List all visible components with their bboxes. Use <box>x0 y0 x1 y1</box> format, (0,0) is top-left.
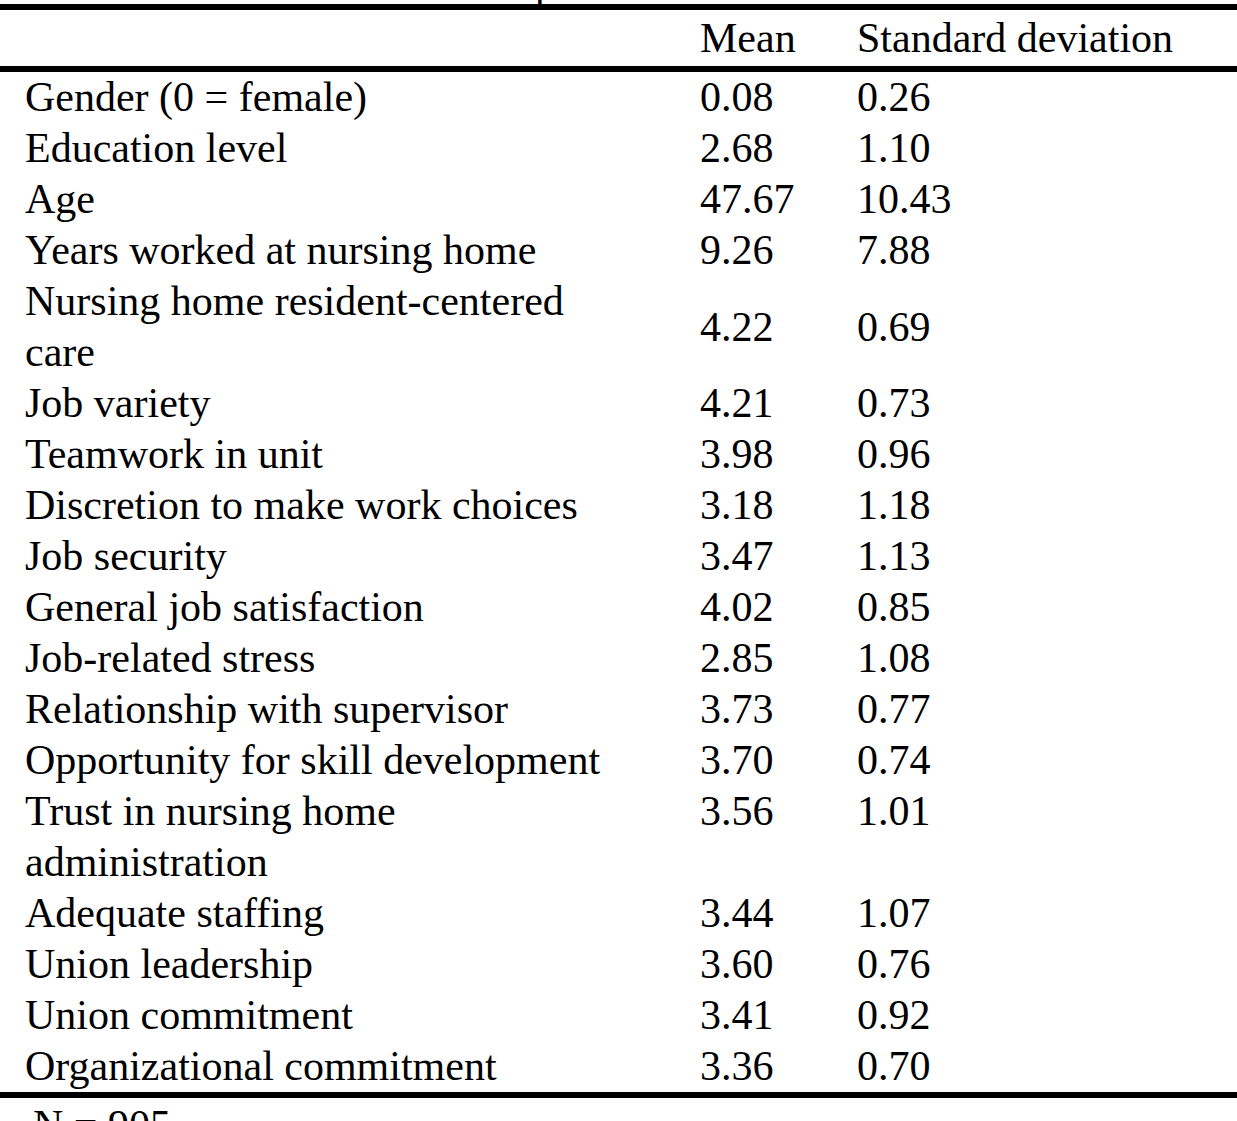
cell-variable-label: Adequate staffing <box>0 888 700 939</box>
descriptive-statistics-table: Mean Standard deviation Gender (0 = fema… <box>0 4 1237 1098</box>
cell-sd-value: 0.70 <box>857 1041 1237 1095</box>
cell-mean-value: 3.36 <box>700 1041 857 1095</box>
cell-sd-value: 7.88 <box>857 225 1237 276</box>
cell-mean-value: 3.98 <box>700 429 857 480</box>
header-standard-deviation: Standard deviation <box>857 7 1237 69</box>
cell-variable-label: Age <box>0 174 700 225</box>
cell-mean-value: 4.21 <box>700 378 857 429</box>
cell-sd-value: 1.10 <box>857 123 1237 174</box>
cell-sd-value: 0.96 <box>857 429 1237 480</box>
table-row: Years worked at nursing home9.267.88 <box>0 225 1237 276</box>
cell-variable-label: Opportunity for skill development <box>0 735 700 786</box>
table-row: Union commitment3.410.92 <box>0 990 1237 1041</box>
cell-mean-value: 2.85 <box>700 633 857 684</box>
cell-variable-label: Union commitment <box>0 990 700 1041</box>
cell-sd-value: 0.85 <box>857 582 1237 633</box>
table-row: Adequate staffing3.441.07 <box>0 888 1237 939</box>
table-row: Job-related stress2.851.08 <box>0 633 1237 684</box>
cell-sd-value: 0.74 <box>857 735 1237 786</box>
table-row: Discretion to make work choices3.181.18 <box>0 480 1237 531</box>
cell-variable-label: Union leadership <box>0 939 700 990</box>
table-header: Mean Standard deviation <box>0 7 1237 69</box>
table-header-row: Mean Standard deviation <box>0 7 1237 69</box>
cell-mean-value: 9.26 <box>700 225 857 276</box>
cell-variable-label: Organizational commitment <box>0 1041 700 1095</box>
table-row: Job security3.471.13 <box>0 531 1237 582</box>
cell-variable-label: Relationship with supervisor <box>0 684 700 735</box>
cell-mean-value: 3.73 <box>700 684 857 735</box>
cell-sd-value: 1.13 <box>857 531 1237 582</box>
cell-mean-value: 47.67 <box>700 174 857 225</box>
cell-sd-value: 0.73 <box>857 378 1237 429</box>
cell-variable-label: Years worked at nursing home <box>0 225 700 276</box>
cell-sd-value: 0.69 <box>857 276 1237 378</box>
cell-sd-value: 0.76 <box>857 939 1237 990</box>
table-body: Gender (0 = female)0.080.26Education lev… <box>0 69 1237 1095</box>
cell-mean-value: 4.22 <box>700 276 857 378</box>
table-row: Organizational commitment3.360.70 <box>0 1041 1237 1095</box>
cell-variable-label: Teamwork in unit <box>0 429 700 480</box>
cell-variable-label: Job variety <box>0 378 700 429</box>
cell-variable-label: Education level <box>0 123 700 174</box>
cell-mean-value: 0.08 <box>700 69 857 123</box>
cell-variable-label: Gender (0 = female) <box>0 69 700 123</box>
cell-variable-label: General job satisfaction <box>0 582 700 633</box>
table-row: General job satisfaction4.020.85 <box>0 582 1237 633</box>
table-row: Opportunity for skill development3.700.7… <box>0 735 1237 786</box>
cell-variable-label: Job security <box>0 531 700 582</box>
cell-mean-value: 3.70 <box>700 735 857 786</box>
cell-sd-value: 0.26 <box>857 69 1237 123</box>
cell-sd-value: 1.01 <box>857 786 1237 888</box>
sample-size-note: N = 905 <box>0 1100 1237 1121</box>
cell-sd-value: 1.07 <box>857 888 1237 939</box>
table-row: Union leadership3.600.76 <box>0 939 1237 990</box>
cell-mean-value: 3.41 <box>700 990 857 1041</box>
table-row: Teamwork in unit3.980.96 <box>0 429 1237 480</box>
cell-variable-label: Job-related stress <box>0 633 700 684</box>
cell-mean-value: 3.44 <box>700 888 857 939</box>
cell-sd-value: 1.18 <box>857 480 1237 531</box>
table-row: Education level2.681.10 <box>0 123 1237 174</box>
table-row: Job variety4.210.73 <box>0 378 1237 429</box>
cell-mean-value: 4.02 <box>700 582 857 633</box>
cell-variable-label: Trust in nursing home administration <box>0 786 700 888</box>
cell-variable-label: Nursing home resident-centered care <box>0 276 700 378</box>
cell-sd-value: 0.92 <box>857 990 1237 1041</box>
cell-mean-value: 2.68 <box>700 123 857 174</box>
cell-mean-value: 3.18 <box>700 480 857 531</box>
table-title-fragment: p <box>535 0 556 6</box>
cell-sd-value: 0.77 <box>857 684 1237 735</box>
cell-mean-value: 3.56 <box>700 786 857 888</box>
header-variable-column <box>0 7 700 69</box>
document-page: p Mean Standard deviation Gender (0 = fe… <box>0 0 1237 1121</box>
cell-sd-value: 1.08 <box>857 633 1237 684</box>
cell-sd-value: 10.43 <box>857 174 1237 225</box>
header-mean: Mean <box>700 7 857 69</box>
table-row: Age47.6710.43 <box>0 174 1237 225</box>
cell-variable-label: Discretion to make work choices <box>0 480 700 531</box>
table-row: Gender (0 = female)0.080.26 <box>0 69 1237 123</box>
table-row: Trust in nursing home administration3.56… <box>0 786 1237 888</box>
table-row: Nursing home resident-centered care4.220… <box>0 276 1237 378</box>
cell-mean-value: 3.47 <box>700 531 857 582</box>
cell-mean-value: 3.60 <box>700 939 857 990</box>
table-row: Relationship with supervisor3.730.77 <box>0 684 1237 735</box>
